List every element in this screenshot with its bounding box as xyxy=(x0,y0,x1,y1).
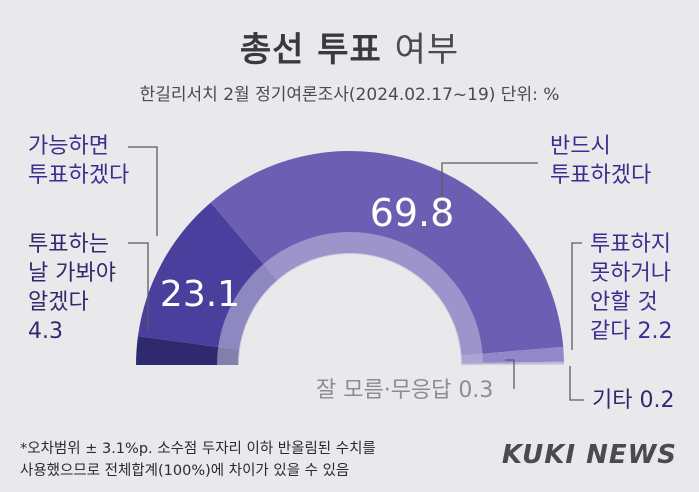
kuki-news-logo: KUKI NEWS xyxy=(501,440,677,470)
title-bold: 총선 투표 xyxy=(239,30,382,70)
inner-ring xyxy=(217,232,483,366)
slice-4 xyxy=(461,361,564,365)
slices-group xyxy=(136,150,564,365)
data-label-23-1: 23.1 xyxy=(160,274,240,315)
chart-subtitle: 한길리서치 2월 정기여론조사(2024.02.17~19) 단위: % xyxy=(139,85,560,105)
data-label-69-8: 69.8 xyxy=(370,191,455,235)
leader-cannot xyxy=(571,242,582,350)
leader-see-day xyxy=(128,242,149,330)
slice-3 xyxy=(461,346,564,364)
leader-other xyxy=(569,366,584,401)
label-possible: 가능하면 투표하겠다 xyxy=(28,134,130,188)
label-see-day: 투표하는 날 가봐야 알겠다 4.3 xyxy=(28,232,116,344)
label-other: 기타 0.2 xyxy=(592,388,675,413)
leader-surely xyxy=(441,162,538,222)
label-dontknow: 잘 모름·무응답 0.3 xyxy=(316,378,494,403)
leader-possible xyxy=(128,146,158,236)
footnote: *오차범위 ± 3.1%p. 소수점 두자리 이하 반올림된 수치를 사용했으므… xyxy=(20,441,376,479)
slice-5 xyxy=(461,363,564,365)
title-light: 여부 xyxy=(394,30,460,70)
label-cannot: 투표하지 못하거나 안할 것 같다 2.2 xyxy=(590,232,673,344)
chart-title: 총선 투표 여부 xyxy=(0,22,699,71)
leader-dontknow xyxy=(505,359,515,389)
slice-0 xyxy=(136,336,240,365)
label-surely: 반드시 투표하겠다 xyxy=(550,134,652,188)
